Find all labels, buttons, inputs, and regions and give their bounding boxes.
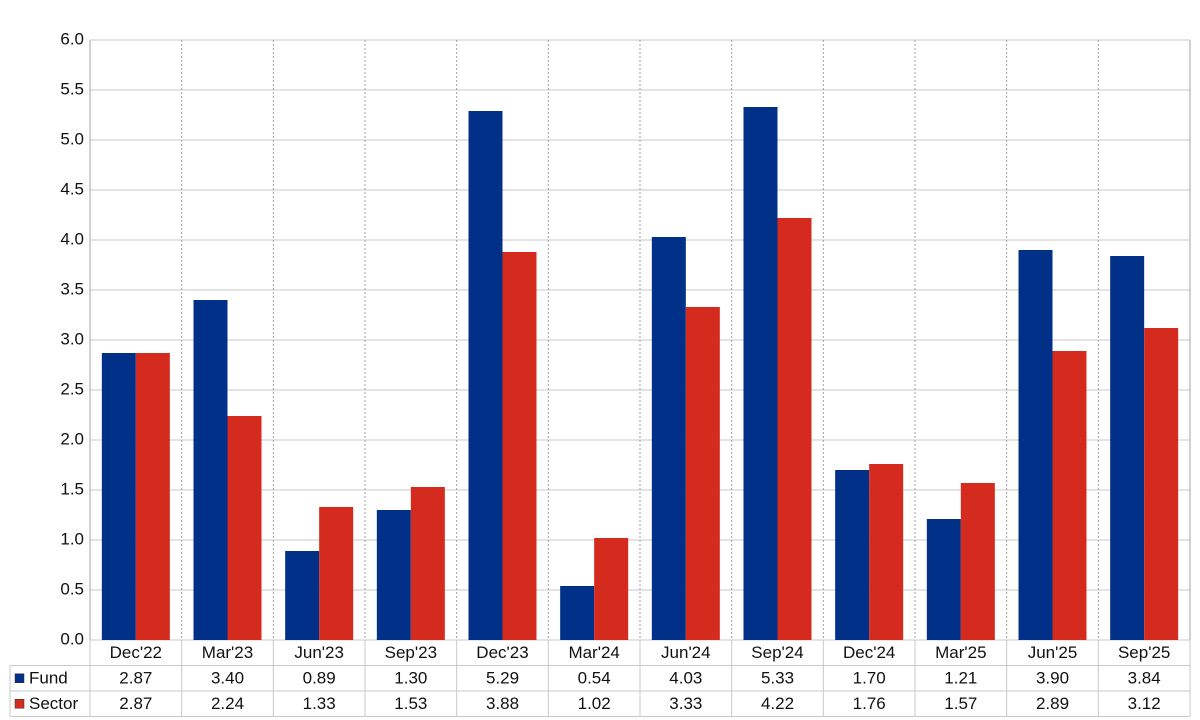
table-value: 1.33 — [303, 694, 336, 713]
x-tick-label: Mar'25 — [935, 643, 986, 662]
table-value: 3.33 — [669, 694, 702, 713]
table-value: 4.22 — [761, 694, 794, 713]
table-value: 0.54 — [578, 669, 611, 688]
bar — [685, 307, 720, 640]
table-value: 2.87 — [119, 694, 152, 713]
bar — [193, 300, 228, 640]
table-value: 3.12 — [1128, 694, 1161, 713]
legend-swatch — [14, 699, 25, 709]
bar — [1018, 250, 1053, 640]
table-value: 3.90 — [1036, 669, 1069, 688]
table-value: 1.70 — [853, 669, 886, 688]
bar — [960, 483, 995, 640]
legend-swatch — [14, 673, 25, 683]
bar — [777, 218, 812, 640]
y-tick-label: 4.5 — [60, 179, 84, 198]
x-tick-label: Jun'25 — [1028, 643, 1078, 662]
table-value: 2.89 — [1036, 694, 1069, 713]
table-value: 3.88 — [486, 694, 519, 713]
bar — [1144, 328, 1179, 640]
y-tick-label: 3.0 — [60, 329, 84, 348]
bar — [560, 586, 595, 640]
x-tick-label: Mar'23 — [202, 643, 253, 662]
bar — [135, 353, 170, 640]
bar — [926, 519, 961, 640]
y-tick-label: 3.5 — [60, 279, 84, 298]
bar — [468, 111, 503, 640]
y-tick-label: 0.0 — [60, 629, 84, 648]
table-value: 0.89 — [303, 669, 336, 688]
table-value: 5.33 — [761, 669, 794, 688]
table-value: 2.24 — [211, 694, 244, 713]
x-tick-label: Dec'23 — [476, 643, 528, 662]
bar — [227, 416, 262, 640]
y-tick-label: 1.5 — [60, 479, 84, 498]
bar — [835, 470, 870, 640]
bar — [285, 551, 320, 640]
y-tick-label: 4.0 — [60, 229, 84, 248]
y-tick-label: 5.5 — [60, 79, 84, 98]
y-tick-label: 2.0 — [60, 429, 84, 448]
table-value: 2.87 — [119, 669, 152, 688]
legend-label: Sector — [29, 694, 78, 713]
table-value: 5.29 — [486, 669, 519, 688]
table-value: 1.21 — [944, 669, 977, 688]
table-value: 1.53 — [394, 694, 427, 713]
table-value: 1.76 — [853, 694, 886, 713]
bar — [1110, 256, 1145, 640]
x-tick-label: Sep'24 — [751, 643, 803, 662]
legend-label: Fund — [29, 669, 68, 688]
x-tick-label: Mar'24 — [568, 643, 619, 662]
x-tick-label: Dec'24 — [843, 643, 895, 662]
bar — [1052, 351, 1087, 640]
table-value: 1.30 — [394, 669, 427, 688]
x-tick-label: Dec'22 — [110, 643, 162, 662]
bar — [410, 487, 445, 640]
x-tick-label: Sep'25 — [1118, 643, 1170, 662]
x-tick-label: Jun'24 — [661, 643, 711, 662]
table-value: 4.03 — [669, 669, 702, 688]
bar — [651, 237, 686, 640]
y-tick-label: 5.0 — [60, 129, 84, 148]
table-value: 1.57 — [944, 694, 977, 713]
bar — [594, 538, 629, 640]
bar — [376, 510, 411, 640]
bar — [319, 507, 354, 640]
y-tick-label: 2.5 — [60, 379, 84, 398]
table-value: 3.40 — [211, 669, 244, 688]
bar — [743, 107, 778, 640]
x-tick-label: Sep'23 — [385, 643, 437, 662]
y-tick-label: 0.5 — [60, 579, 84, 598]
bar — [502, 252, 537, 640]
table-value: 1.02 — [578, 694, 611, 713]
table-value: 3.84 — [1128, 669, 1161, 688]
y-tick-label: 1.0 — [60, 529, 84, 548]
bar — [869, 464, 904, 640]
x-tick-label: Jun'23 — [294, 643, 344, 662]
bar — [101, 353, 136, 640]
y-tick-label: 6.0 — [60, 29, 84, 48]
